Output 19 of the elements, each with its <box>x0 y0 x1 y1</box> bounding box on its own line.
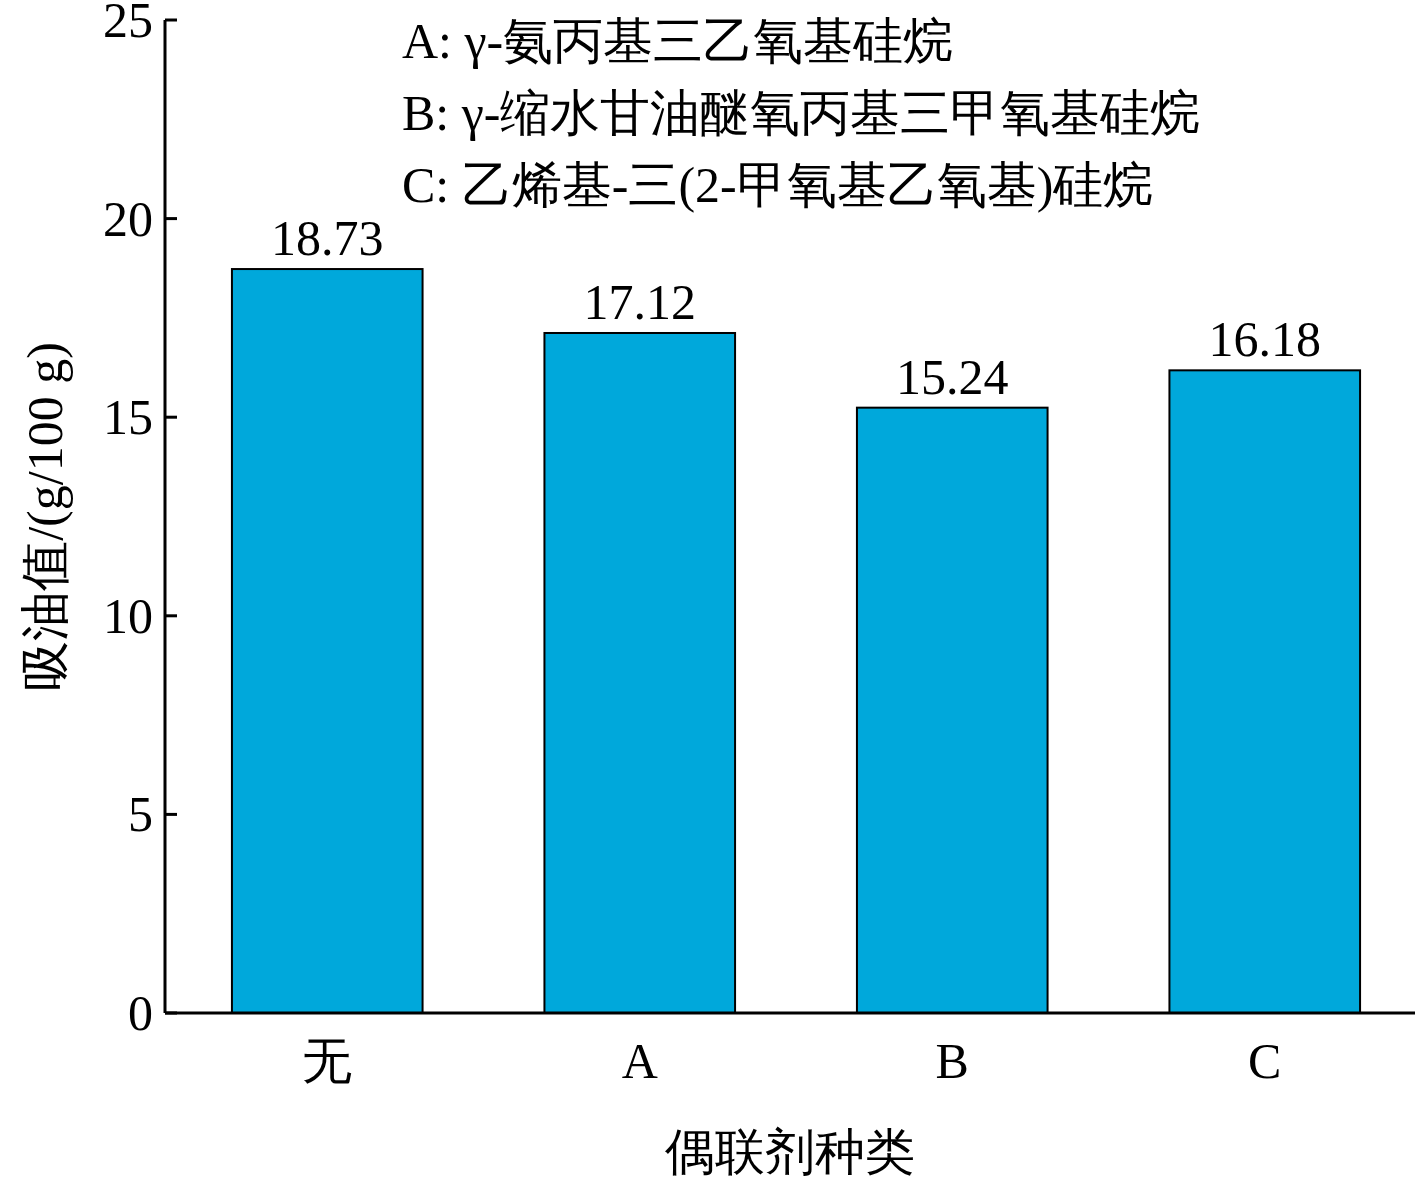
annotation: B: γ-缩水甘油醚氧丙基三甲氧基硅烷 <box>402 85 1201 141</box>
x-tick-label: A <box>621 1033 658 1089</box>
annotation: A: γ-氨丙基三乙氧基硅烷 <box>402 13 954 69</box>
annotation: C: 乙烯基-三(2-甲氧基乙氧基)硅烷 <box>402 157 1154 213</box>
y-tick-label: 0 <box>128 985 153 1041</box>
data-label: 18.73 <box>271 210 384 267</box>
y-tick-label: 15 <box>103 389 153 446</box>
x-tick-label: C <box>1248 1033 1282 1089</box>
data-label: 17.12 <box>583 273 696 330</box>
x-tick-label: B <box>935 1033 969 1089</box>
y-tick-label: 25 <box>103 0 153 48</box>
y-tick-label: 5 <box>128 786 153 843</box>
data-label: 16.18 <box>1208 311 1321 368</box>
y-tick-label: 20 <box>103 190 153 247</box>
x-axis-title: 偶联剂种类 <box>665 1124 915 1180</box>
data-label: 15.24 <box>896 348 1009 405</box>
y-tick-label: 10 <box>103 587 153 644</box>
x-tick-label: 无 <box>302 1033 353 1089</box>
y-axis-title: 吸油值/(g/100 g) <box>17 342 73 691</box>
